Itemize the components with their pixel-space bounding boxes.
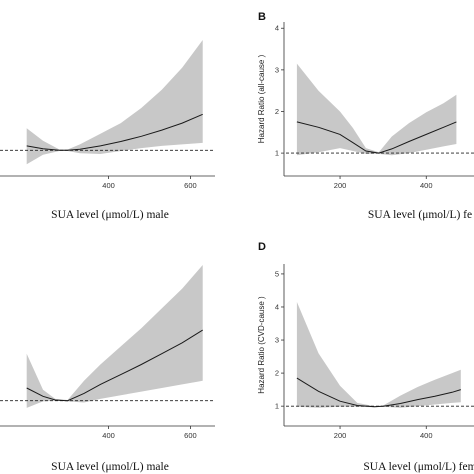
x-tick-label: 600 (184, 431, 197, 440)
y-tick-label: 2 (275, 369, 279, 378)
y-tick-label: 2 (275, 107, 279, 116)
panel-letter: B (258, 11, 266, 23)
confidence-band (296, 302, 461, 408)
hazard-ratio-line (296, 121, 457, 154)
hazard-ratio-line (296, 377, 461, 408)
x-axis-label: SUA level (μmol/L) fem (363, 461, 474, 473)
x-axis-label: SUA level (μmol/L) male (51, 461, 169, 473)
confidence-band (296, 63, 457, 156)
panel-c: 400 600 SUA level (μmol/L) male (0, 265, 215, 473)
panel-b: 200 400 1 2 3 4 Hazard Ratio (all-cause ) B SUA … (257, 11, 474, 221)
y-tick-label: 3 (275, 336, 279, 345)
panel-d: 200 400 1 2 3 4 5 Hazard Ratio (CVD-cause ) D SUA… (257, 241, 474, 473)
hazard-ratio-line (26, 113, 203, 151)
y-axis-label: Hazard Ratio (all-cause ) (257, 54, 266, 143)
y-axis-label: Hazard Ratio (CVD-cause ) (257, 296, 266, 394)
x-tick-label: 400 (420, 181, 433, 190)
hazard-ratio-line (26, 329, 203, 402)
x-axis-label: SUA level (μmol/L) fe (368, 209, 472, 221)
x-tick-label: 600 (184, 181, 197, 190)
x-tick-label: 400 (102, 431, 115, 440)
y-tick-label: 3 (275, 65, 279, 74)
confidence-band (26, 40, 203, 165)
y-tick-label: 5 (275, 269, 279, 278)
panel-a: 400 600 SUA level (μmol/L) male (0, 40, 215, 221)
x-tick-label: 400 (102, 181, 115, 190)
x-axis-label: SUA level (μmol/L) male (51, 209, 169, 221)
y-tick-label: 4 (275, 302, 279, 311)
y-tick-label: 1 (275, 402, 279, 411)
panel-letter: D (258, 241, 266, 253)
confidence-band (26, 265, 203, 408)
y-tick-label: 4 (275, 24, 279, 33)
x-tick-label: 200 (334, 431, 347, 440)
x-tick-label: 200 (334, 181, 347, 190)
x-tick-label: 400 (420, 431, 433, 440)
y-tick-label: 1 (275, 149, 279, 158)
